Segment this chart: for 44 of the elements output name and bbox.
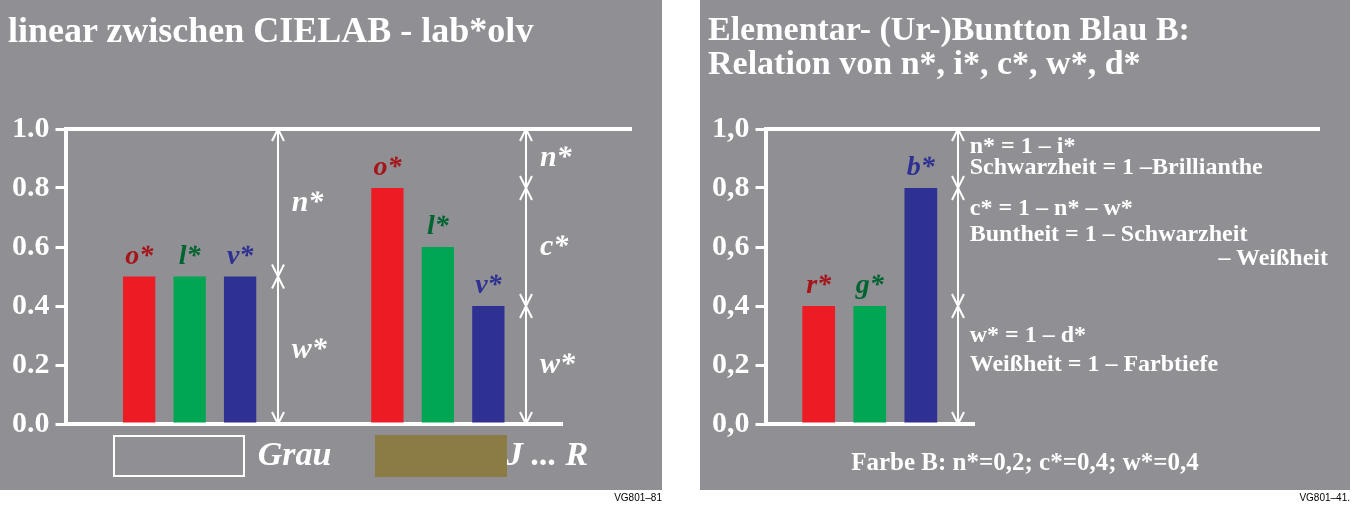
y-tick-label: 0.8	[12, 168, 50, 202]
y-tick-label: 0,4	[712, 286, 750, 320]
text: VG801–81	[614, 492, 662, 503]
bar	[173, 276, 206, 423]
bar	[371, 188, 404, 423]
bar	[421, 247, 455, 423]
chart-title: Elementar- (Ur-)Buntton Blau B: Relation von n*, i*, c*, w*, d*	[708, 10, 1190, 81]
bar	[223, 276, 257, 423]
annotation: w*	[539, 345, 576, 379]
annotation: w*	[291, 331, 328, 364]
y-tick-label: 0,6	[712, 227, 750, 261]
y-tick-label: 1,0	[712, 109, 750, 143]
y-tick-label: 0.2	[12, 345, 50, 379]
annotation: n*	[291, 183, 325, 217]
text: l*	[426, 209, 449, 241]
annotation: n*	[539, 139, 573, 173]
text: J ... R	[504, 434, 589, 472]
y-tick-label: 0.6	[12, 227, 50, 261]
text: Farbe B: n*=0,2; c*=0,4; w*=0,4	[850, 448, 1200, 476]
chart-title: linear zwischen CIELAB - lab*olv	[8, 10, 534, 50]
annotation: Weißheit = 1 – Farbtiefe	[969, 350, 1219, 377]
y-tick-label: 1.0	[12, 109, 50, 143]
annotation: Buntheit = 1 – Schwarzheit	[969, 220, 1248, 247]
text: v*	[475, 268, 502, 300]
y-tick-label: 0,0	[712, 404, 750, 438]
text: o*	[373, 150, 402, 182]
bar	[472, 306, 505, 423]
annotation: w* = 1 – d*	[969, 320, 1087, 347]
y-tick-label: 0,8	[712, 168, 750, 202]
y-tick-label: 0.4	[12, 286, 50, 320]
series-label: g*	[854, 268, 885, 300]
series-label: l*	[178, 238, 202, 270]
annotation: c*	[539, 227, 570, 261]
y-tick-label: 0.0	[12, 404, 50, 438]
series-label: b*	[906, 150, 936, 182]
y-tick-label: 0,2	[712, 345, 750, 379]
text: VG801–41.	[1299, 492, 1350, 503]
series-label: v*	[226, 238, 255, 270]
text: Grau	[257, 434, 332, 472]
bar	[123, 276, 156, 423]
series-label: r*	[806, 268, 833, 300]
annotation: – Weißheit	[1217, 244, 1328, 270]
series-label: o*	[125, 238, 155, 270]
annotation: c* = 1 – n* – w*	[969, 193, 1133, 220]
